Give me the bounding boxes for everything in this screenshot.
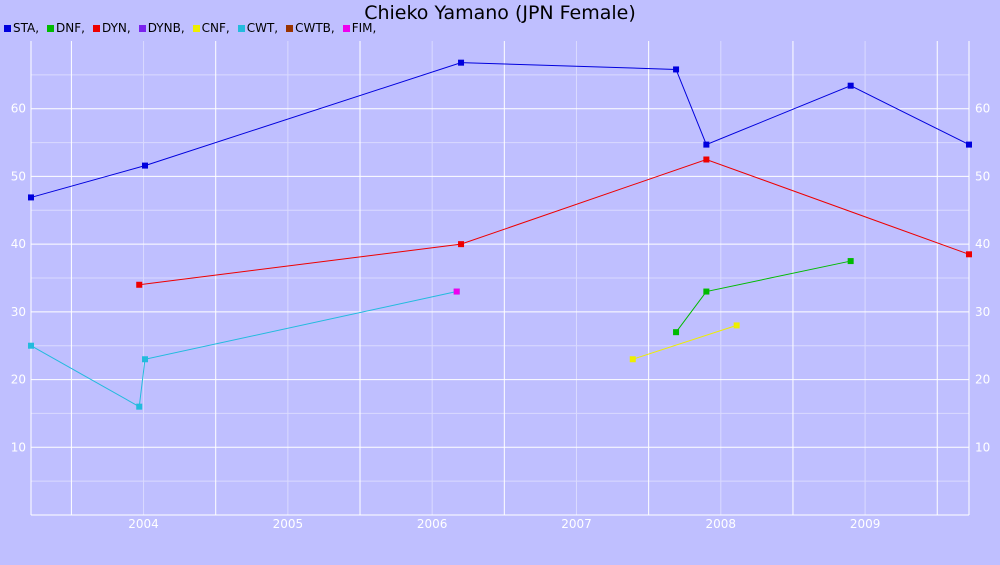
y-tick-label-left: 30 <box>11 305 26 319</box>
x-tick-label: 2005 <box>273 517 304 531</box>
legend-item-sta: STA, <box>4 20 39 36</box>
legend-label: CNF, <box>201 21 230 35</box>
y-tick-label-left: 50 <box>11 169 26 183</box>
legend-label: CWT, <box>246 21 279 35</box>
data-point-sta <box>673 66 680 73</box>
y-tick-label-right: 10 <box>975 440 990 454</box>
x-tick-label: 2004 <box>128 517 159 531</box>
legend-swatch <box>342 24 350 32</box>
data-point-sta <box>847 82 854 89</box>
legend-label: DYNB, <box>147 21 185 35</box>
data-point-sta <box>703 141 710 148</box>
y-tick-label-right: 30 <box>975 305 990 319</box>
series-line-cnf <box>632 324 737 360</box>
y-tick-label-left: 40 <box>11 237 26 251</box>
legend: STA, DNF, DYN, DYNB, CNF, CWT, CWTB, FIM, <box>4 20 376 36</box>
data-point-dyn <box>458 241 465 248</box>
y-tick-label-right: 40 <box>975 237 990 251</box>
y-tick-label-left: 10 <box>11 440 26 454</box>
legend-label: DYN, <box>101 21 131 35</box>
legend-swatch <box>138 24 146 32</box>
x-tick-label: 2009 <box>850 517 881 531</box>
data-point-dnf <box>673 329 680 336</box>
legend-label: FIM, <box>351 21 377 35</box>
y-tick-label-right: 60 <box>975 102 990 116</box>
legend-label: DNF, <box>56 21 85 35</box>
data-point-dyn <box>136 281 143 288</box>
legend-item-dnf: DNF, <box>47 20 85 36</box>
y-tick-label-left: 20 <box>11 373 26 387</box>
legend-swatch <box>286 24 294 32</box>
data-point-cnf <box>733 322 740 329</box>
data-point-sta <box>142 162 149 169</box>
legend-swatch <box>47 24 55 32</box>
legend-item-cnf: CNF, <box>192 20 230 36</box>
legend-label: CWTB, <box>295 21 335 35</box>
legend-swatch <box>237 24 245 32</box>
series-line-sta <box>30 62 970 198</box>
chart-title: Chieko Yamano (JPN Female) <box>364 2 636 24</box>
data-point-sta <box>458 59 465 66</box>
legend-item-cwt: CWT, <box>237 20 279 36</box>
legend-item-dyn: DYN, <box>92 20 131 36</box>
legend-swatch <box>4 24 11 32</box>
x-tick-label: 2007 <box>561 517 592 531</box>
data-point-cwt <box>136 403 143 410</box>
data-point-cwt <box>142 356 149 363</box>
legend-item-fim: FIM, <box>342 20 377 36</box>
data-point-dnf <box>703 288 710 295</box>
y-tick-label-right: 50 <box>975 169 990 183</box>
series-line-dyn <box>139 158 970 286</box>
y-tick-label-right: 20 <box>975 373 990 387</box>
data-point-fim <box>453 288 460 295</box>
data-point-cwt <box>28 342 34 349</box>
data-point-sta <box>28 194 34 201</box>
data-point-dyn <box>966 251 972 258</box>
legend-item-dynb: DYNB, <box>138 20 185 36</box>
y-tick-label-left: 60 <box>11 102 26 116</box>
data-point-dnf <box>847 258 854 265</box>
legend-swatch <box>92 24 100 32</box>
data-point-dyn <box>703 156 710 163</box>
x-tick-label: 2006 <box>417 517 448 531</box>
data-point-sta <box>966 141 972 148</box>
series-line-dnf <box>675 260 851 333</box>
x-tick-label: 2008 <box>706 517 737 531</box>
data-point-cnf <box>629 356 636 363</box>
series-line-cwt <box>30 291 457 408</box>
legend-item-cwtb: CWTB, <box>286 20 335 36</box>
legend-label: STA, <box>13 21 40 35</box>
legend-swatch <box>192 24 200 32</box>
